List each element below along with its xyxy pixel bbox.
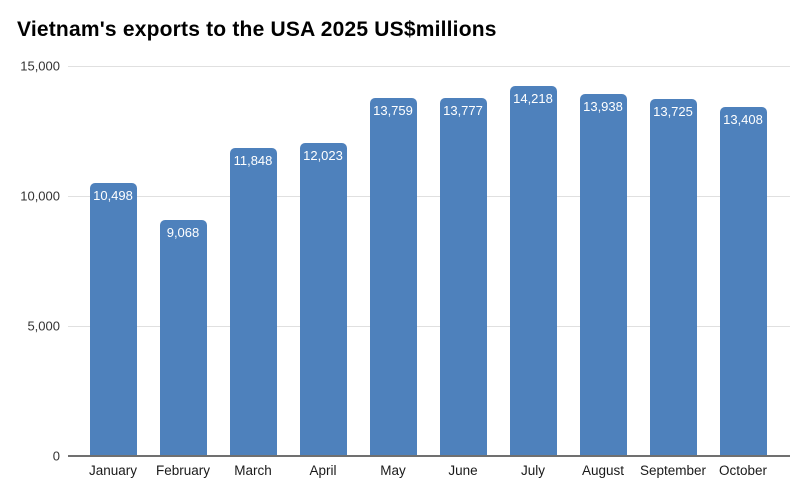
bar-slot: 14,218: [498, 66, 568, 456]
x-tick-label: February: [155, 463, 211, 478]
bar-slot: 12,023: [288, 66, 358, 456]
bar-value-label: 13,408: [723, 112, 763, 128]
y-tick-label: 5,000: [27, 318, 60, 334]
x-tick-label: July: [520, 463, 545, 478]
bar-value-label: 14,218: [513, 91, 553, 107]
chart-title: Vietnam's exports to the USA 2025 US$mil…: [17, 18, 497, 41]
bar-october: 13,408: [719, 107, 767, 456]
bar-slot: 13,408: [708, 66, 778, 456]
x-tick-label: September: [639, 463, 707, 478]
bar-slot: 13,759: [358, 66, 428, 456]
x-tick-label: October: [718, 463, 768, 478]
bar-value-label: 11,848: [233, 152, 273, 168]
y-tick-label: 10,000: [20, 188, 60, 204]
gridline: [68, 325, 790, 327]
bar-slot: 13,938: [568, 66, 638, 456]
bar-slot: 13,777: [428, 66, 498, 456]
y-tick-label: 15,000: [20, 58, 60, 74]
bar-may: 13,759: [369, 98, 417, 456]
bar-slot: 11,848: [218, 66, 288, 456]
gridline: [68, 195, 790, 197]
bars: 10,498 9,068 11,848 12,023 13,759 13,777 14,21…: [78, 66, 778, 456]
bar-value-label: 13,725: [653, 104, 693, 120]
bar-slot: 13,725: [638, 66, 708, 456]
x-tick-label: March: [234, 463, 272, 478]
x-axis: January February March April May June July Augu…: [78, 463, 778, 478]
bar-august: 13,938: [579, 93, 627, 456]
bar-april: 12,023: [299, 143, 347, 456]
bar-value-label: 10,498: [93, 188, 133, 204]
bar-value-label: 13,759: [373, 103, 413, 119]
x-tick-label: May: [380, 463, 406, 478]
bar-june: 13,777: [439, 97, 487, 456]
bar-slot: 10,498: [78, 66, 148, 456]
x-tick-label: January: [88, 463, 138, 478]
x-tick-label: April: [309, 463, 337, 478]
x-tick-label: August: [581, 463, 625, 478]
y-axis: 0 5,000 10,000 15,000: [0, 59, 60, 464]
x-tick-label: June: [448, 463, 478, 478]
bar-september: 13,725: [649, 99, 697, 456]
bar-slot: 9,068: [148, 66, 218, 456]
bar-july: 14,218: [509, 86, 557, 456]
gridline: [68, 65, 790, 67]
bar-january: 10,498: [89, 183, 137, 456]
bar-value-label: 13,938: [583, 98, 623, 114]
y-tick-label: 0: [52, 448, 60, 464]
bar-value-label: 9,068: [166, 225, 200, 241]
plot-area: 10,498 9,068 11,848 12,023 13,759 13,777 14,21…: [68, 65, 790, 457]
bar-value-label: 13,777: [443, 102, 483, 118]
bar-march: 11,848: [229, 147, 277, 456]
bar-value-label: 12,023: [303, 148, 343, 164]
bar-february: 9,068: [159, 220, 207, 456]
axis-baseline: [68, 455, 790, 457]
